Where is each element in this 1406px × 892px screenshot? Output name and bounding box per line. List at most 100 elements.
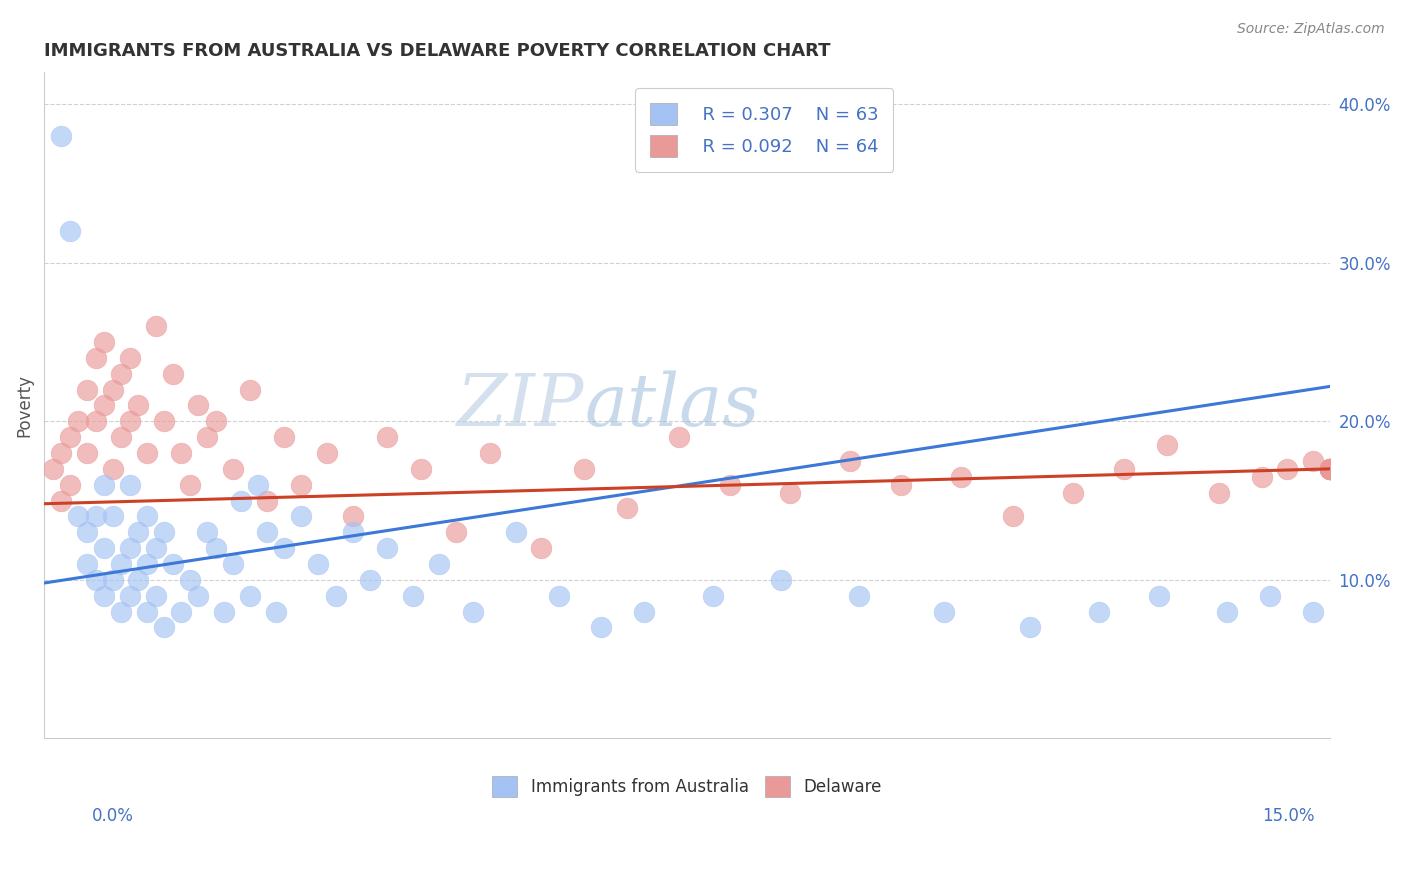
Point	[411, 462, 433, 476]
Point	[290, 509, 312, 524]
Point	[1302, 454, 1324, 468]
Point	[118, 477, 141, 491]
Point	[1258, 589, 1281, 603]
Point	[101, 573, 124, 587]
Point	[136, 557, 159, 571]
Point	[325, 589, 347, 603]
Point	[59, 477, 82, 491]
Point	[59, 224, 82, 238]
Point	[212, 605, 235, 619]
Point	[231, 493, 253, 508]
Point	[1319, 462, 1341, 476]
Point	[1319, 462, 1341, 476]
Point	[187, 399, 209, 413]
Point	[530, 541, 553, 556]
Point	[51, 493, 73, 508]
Point	[67, 414, 90, 428]
Point	[145, 319, 167, 334]
Point	[1156, 438, 1178, 452]
Legend: Immigrants from Australia, Delaware: Immigrants from Australia, Delaware	[485, 770, 889, 804]
Point	[136, 446, 159, 460]
Point	[204, 414, 226, 428]
Point	[59, 430, 82, 444]
Point	[1216, 605, 1239, 619]
Point	[1302, 605, 1324, 619]
Point	[187, 589, 209, 603]
Point	[136, 509, 159, 524]
Point	[1319, 462, 1341, 476]
Point	[402, 589, 425, 603]
Point	[76, 383, 98, 397]
Point	[950, 470, 973, 484]
Point	[718, 477, 741, 491]
Point	[101, 462, 124, 476]
Point	[118, 414, 141, 428]
Point	[273, 541, 295, 556]
Point	[145, 589, 167, 603]
Point	[84, 414, 107, 428]
Text: atlas: atlas	[585, 370, 759, 441]
Point	[51, 446, 73, 460]
Point	[1250, 470, 1272, 484]
Point	[1319, 462, 1341, 476]
Point	[127, 525, 149, 540]
Point	[239, 589, 262, 603]
Point	[375, 430, 398, 444]
Point	[256, 493, 278, 508]
Point	[1001, 509, 1024, 524]
Point	[1114, 462, 1136, 476]
Text: ZIP: ZIP	[457, 370, 585, 441]
Point	[547, 589, 569, 603]
Point	[162, 557, 184, 571]
Point	[461, 605, 484, 619]
Point	[118, 589, 141, 603]
Point	[342, 509, 364, 524]
Point	[110, 557, 132, 571]
Point	[93, 589, 115, 603]
Point	[101, 383, 124, 397]
Point	[770, 573, 793, 587]
Point	[127, 573, 149, 587]
Point	[308, 557, 330, 571]
Point	[375, 541, 398, 556]
Point	[93, 477, 115, 491]
Point	[118, 541, 141, 556]
Point	[1319, 462, 1341, 476]
Point	[359, 573, 381, 587]
Point	[153, 414, 176, 428]
Point	[101, 509, 124, 524]
Point	[1019, 620, 1042, 634]
Point	[247, 477, 270, 491]
Point	[1087, 605, 1109, 619]
Point	[84, 573, 107, 587]
Point	[591, 620, 613, 634]
Point	[444, 525, 467, 540]
Point	[702, 589, 724, 603]
Point	[84, 351, 107, 365]
Text: 15.0%: 15.0%	[1263, 807, 1315, 825]
Point	[51, 128, 73, 143]
Point	[204, 541, 226, 556]
Point	[93, 334, 115, 349]
Point	[170, 605, 193, 619]
Point	[239, 383, 262, 397]
Text: 0.0%: 0.0%	[91, 807, 134, 825]
Point	[145, 541, 167, 556]
Point	[890, 477, 912, 491]
Point	[316, 446, 339, 460]
Point	[1277, 462, 1299, 476]
Point	[264, 605, 287, 619]
Point	[76, 525, 98, 540]
Point	[1319, 462, 1341, 476]
Point	[478, 446, 501, 460]
Point	[779, 485, 801, 500]
Point	[179, 477, 201, 491]
Point	[118, 351, 141, 365]
Point	[222, 557, 245, 571]
Point	[256, 525, 278, 540]
Point	[93, 541, 115, 556]
Text: IMMIGRANTS FROM AUSTRALIA VS DELAWARE POVERTY CORRELATION CHART: IMMIGRANTS FROM AUSTRALIA VS DELAWARE PO…	[44, 42, 831, 60]
Point	[195, 525, 218, 540]
Point	[41, 462, 63, 476]
Point	[179, 573, 201, 587]
